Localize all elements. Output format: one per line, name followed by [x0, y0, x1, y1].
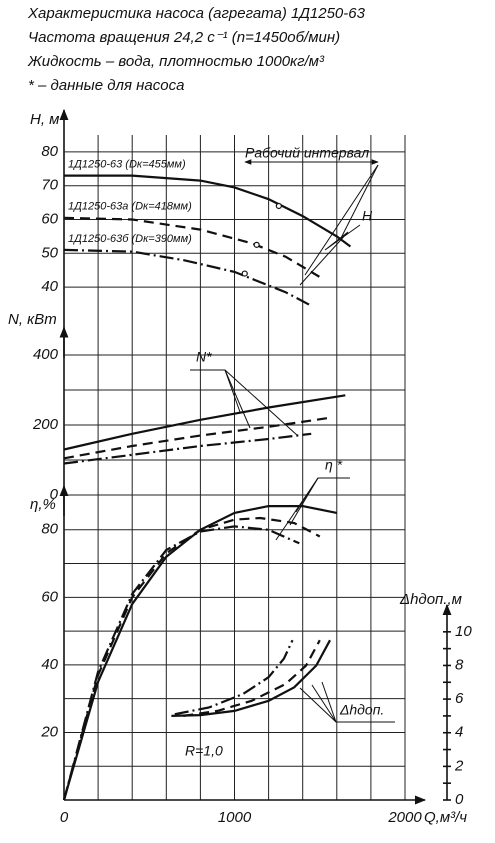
header-line: Жидкость – вода, плотностью 1000кг/м³ [27, 53, 325, 70]
annotation: Рабочий интервал [245, 145, 369, 161]
x-tick-label: 0 [60, 809, 69, 826]
annotation: R=1,0 [185, 743, 223, 759]
x-axis-label: Q,м³/ч [424, 809, 467, 826]
y-axis-label: η,% [30, 496, 56, 513]
y-tick-label: 8 [455, 656, 464, 673]
y-axis-label: Н, м [30, 111, 59, 128]
y-tick-label: 60 [41, 210, 58, 227]
annotation: N* [196, 349, 212, 365]
header-line: Частота вращения 24,2 с⁻¹ (n=1450об/мин) [28, 29, 340, 46]
leader [289, 477, 319, 526]
leader [224, 369, 251, 429]
y-tick-label: 0 [50, 486, 59, 503]
operating-point [275, 202, 282, 210]
y-tick-label: 40 [41, 656, 58, 673]
series-line [63, 416, 329, 460]
leader [299, 224, 361, 286]
y-axis-label: Δhдоп.,м [399, 591, 462, 608]
header-line: Характеристика насоса (агрегата) 1Д1250-… [27, 5, 366, 22]
series-line [62, 525, 300, 801]
y-tick-label: 20 [40, 723, 58, 740]
leader [321, 681, 337, 723]
y-tick-label: 80 [41, 143, 58, 160]
operating-point [253, 241, 260, 248]
leader [339, 164, 379, 241]
y-tick-label: 50 [41, 244, 58, 261]
leader [275, 477, 319, 541]
leader [311, 684, 337, 723]
y-tick-label: 40 [41, 278, 58, 295]
x-tick-label: 2000 [387, 809, 422, 826]
series-line [171, 639, 331, 717]
y-tick-label: 2 [454, 757, 464, 774]
y-tick-label: 200 [32, 416, 59, 433]
operating-point [241, 270, 248, 277]
y-tick-label: 6 [455, 690, 464, 707]
leader [224, 369, 299, 437]
annotation: Н [362, 208, 373, 224]
series-label: 1Д1250-63б (Dк=390мм) [68, 233, 192, 245]
leader [304, 164, 379, 276]
annotations: Рабочий интервал Н N* η * R=1,0 Δhдоп. [185, 145, 395, 759]
y-axis-label: N, кВт [8, 311, 57, 328]
header-line: * – данные для насоса [28, 77, 184, 94]
y-tick-label: 60 [41, 588, 58, 605]
y-tick-label: 10 [455, 623, 472, 640]
series-line [63, 248, 312, 307]
series-line [64, 174, 352, 248]
series-line [63, 216, 321, 278]
y-tick-label: 80 [41, 521, 58, 538]
series-line [62, 516, 321, 801]
y-tick-label: 70 [41, 177, 58, 194]
annotation: η * [325, 457, 343, 473]
y-tick-label: 4 [455, 724, 463, 741]
y-tick-label: 400 [33, 346, 59, 363]
annotation: Δhдоп. [339, 702, 384, 718]
series-line [63, 432, 312, 465]
series-label: 1Д1250-63 (Dк=455мм) [68, 158, 186, 170]
y-tick-label: 0 [455, 791, 464, 808]
series-line [183, 639, 321, 717]
series-label: 1Д1250-63а (Dк=418мм) [68, 201, 192, 213]
series-line [63, 394, 346, 451]
x-tick-label: 1000 [218, 809, 252, 826]
series-line [174, 639, 294, 716]
